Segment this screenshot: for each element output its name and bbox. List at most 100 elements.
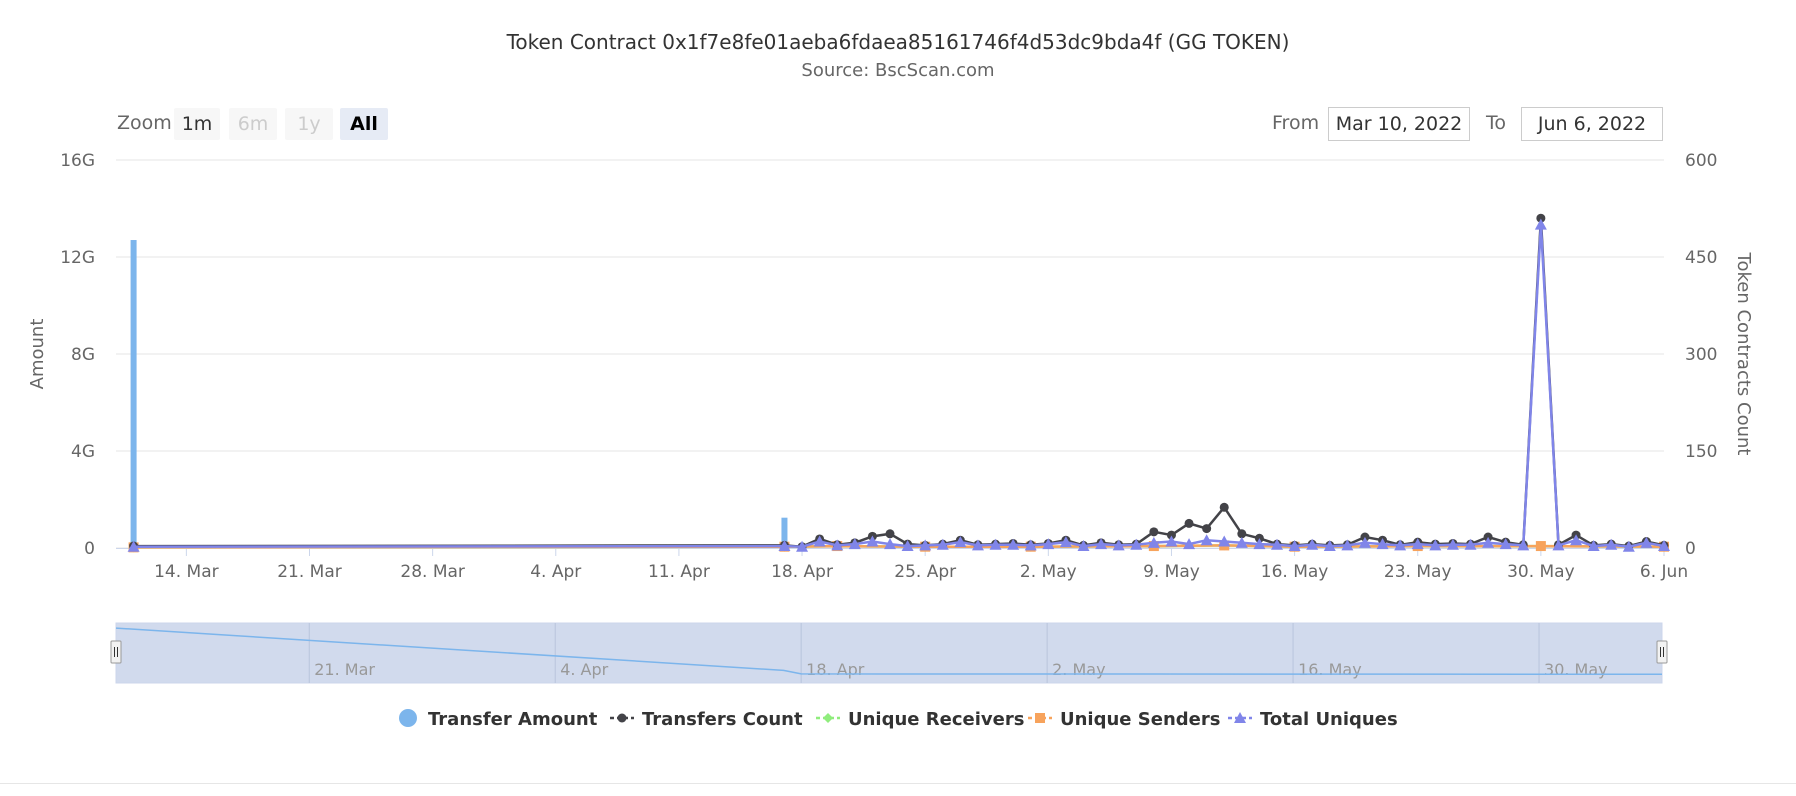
navigator-tick-label: 2. May: [1052, 660, 1105, 679]
legend-unique-senders-symbol: [1035, 713, 1045, 723]
legend-transfers-count-label[interactable]: Transfers Count: [642, 709, 803, 730]
total-uniques-point: [1376, 538, 1389, 550]
total-uniques-point: [127, 540, 140, 552]
total-uniques-point: [1024, 539, 1037, 551]
navigator-left-handle: [110, 640, 122, 664]
x-tick-label: 4. Apr: [530, 562, 581, 582]
total-uniques-point: [919, 539, 932, 551]
total-uniques-point: [813, 535, 826, 547]
navigator-right-handle: [1656, 640, 1668, 664]
x-tick-label: 16. May: [1261, 562, 1329, 582]
total-uniques-point: [1306, 538, 1319, 550]
legend-total-uniques-symbol: [1234, 712, 1246, 723]
legend-transfer-amount-symbol: [399, 709, 417, 727]
x-tick-label: 28. Mar: [400, 562, 465, 582]
transfers-count-point: [1166, 530, 1176, 540]
y-right-tick-label: 600: [1685, 151, 1717, 171]
total-uniques-point: [1218, 535, 1231, 547]
from-date-input[interactable]: Mar 10, 2022: [1328, 107, 1470, 141]
x-tick-label: 6. Jun: [1640, 562, 1688, 582]
y-right-tick-label: 450: [1685, 248, 1717, 268]
zoom-6m-button[interactable]: 6m: [229, 108, 277, 140]
total-uniques-point: [1464, 538, 1477, 550]
legend-transfers-count-symbol: [617, 713, 627, 723]
total-uniques-point: [1130, 538, 1143, 550]
x-tick-label: 11. Apr: [648, 562, 710, 582]
navigator-tick-label: 16. May: [1298, 660, 1362, 679]
chart-subtitle: Source: BscScan.com: [801, 60, 995, 81]
y-left-tick-label: 12G: [60, 248, 95, 268]
transfers-count-point: [1237, 529, 1247, 539]
zoom-all-button[interactable]: All: [340, 108, 388, 140]
navigator-tick-label: 18. Apr: [806, 660, 865, 679]
legend-transfer-amount-label[interactable]: Transfer Amount: [428, 709, 598, 730]
total-uniques-point: [1095, 538, 1108, 550]
total-uniques-point: [901, 540, 914, 552]
total-uniques-point: [1640, 536, 1653, 548]
transfer-amount-bar: [781, 517, 788, 548]
navigator-selected-range: [115, 622, 1663, 684]
transfer-amount-bar: [130, 240, 137, 548]
total-uniques-point: [1429, 539, 1442, 551]
x-tick-label: 2. May: [1020, 562, 1077, 582]
total-uniques-point: [1499, 538, 1512, 550]
total-uniques-point: [1007, 538, 1020, 550]
total-uniques-point: [1165, 535, 1178, 547]
legend-total-uniques-label[interactable]: Total Uniques: [1260, 709, 1398, 730]
total-uniques-point: [1587, 540, 1600, 552]
total-uniques-point: [1042, 538, 1055, 550]
navigator-series-line: [115, 627, 1663, 676]
total-uniques-point: [1411, 538, 1424, 550]
x-tick-label: 23. May: [1384, 562, 1452, 582]
y-left-tick-label: 0: [84, 539, 95, 559]
bottom-divider: [0, 783, 1796, 784]
x-tick-label: 14. Mar: [154, 562, 219, 582]
legend-unique-receivers-label[interactable]: Unique Receivers: [848, 709, 1024, 730]
transfers-count-point: [1219, 502, 1229, 512]
total-uniques-line: [133, 224, 1665, 548]
total-uniques-point: [1517, 539, 1530, 551]
transfers-count-point: [1202, 524, 1212, 534]
to-date-input[interactable]: Jun 6, 2022: [1521, 107, 1663, 141]
total-uniques-point: [1271, 538, 1283, 550]
to-label: To: [1486, 112, 1507, 134]
total-uniques-point: [831, 539, 844, 551]
total-uniques-point: [1658, 540, 1670, 552]
total-uniques-point: [971, 539, 984, 551]
total-uniques-point: [1341, 539, 1354, 551]
x-tick-label: 30. May: [1507, 562, 1575, 582]
total-uniques-point: [866, 535, 879, 547]
navigator-tick-label: 4. Apr: [560, 660, 608, 679]
total-uniques-point: [1077, 540, 1090, 552]
transfers-count-point: [1149, 527, 1159, 537]
x-tick-label: 25. Apr: [894, 562, 956, 582]
zoom-1m-button[interactable]: 1m: [174, 108, 220, 140]
legend-unique-senders-label[interactable]: Unique Senders: [1060, 709, 1220, 730]
total-uniques-point: [1394, 539, 1407, 551]
total-uniques-point: [778, 540, 791, 552]
zoom-1y-button[interactable]: 1y: [285, 108, 333, 140]
total-uniques-point: [936, 538, 949, 550]
total-uniques-point: [796, 540, 809, 552]
transfers-count-point: [1536, 213, 1546, 223]
y-left-axis-title: Amount: [27, 319, 48, 390]
y-left-tick-label: 8G: [71, 345, 95, 365]
transfers-count-line: [133, 218, 1665, 548]
total-uniques-point: [1534, 218, 1547, 230]
total-uniques-point: [954, 536, 967, 548]
x-tick-label: 18. Apr: [771, 562, 833, 582]
navigator-tick-label: 30. May: [1544, 660, 1608, 679]
total-uniques-point: [1200, 534, 1213, 546]
total-uniques-point: [1059, 536, 1072, 548]
x-tick-label: 21. Mar: [277, 562, 342, 582]
total-uniques-point: [848, 538, 861, 550]
total-uniques-point: [989, 538, 1002, 550]
transfers-count-point: [1184, 518, 1194, 528]
y-left-tick-label: 16G: [60, 151, 95, 171]
total-uniques-point: [1358, 536, 1371, 548]
total-uniques-point: [1570, 534, 1583, 546]
total-uniques-point: [1253, 538, 1266, 550]
from-label: From: [1272, 112, 1320, 134]
